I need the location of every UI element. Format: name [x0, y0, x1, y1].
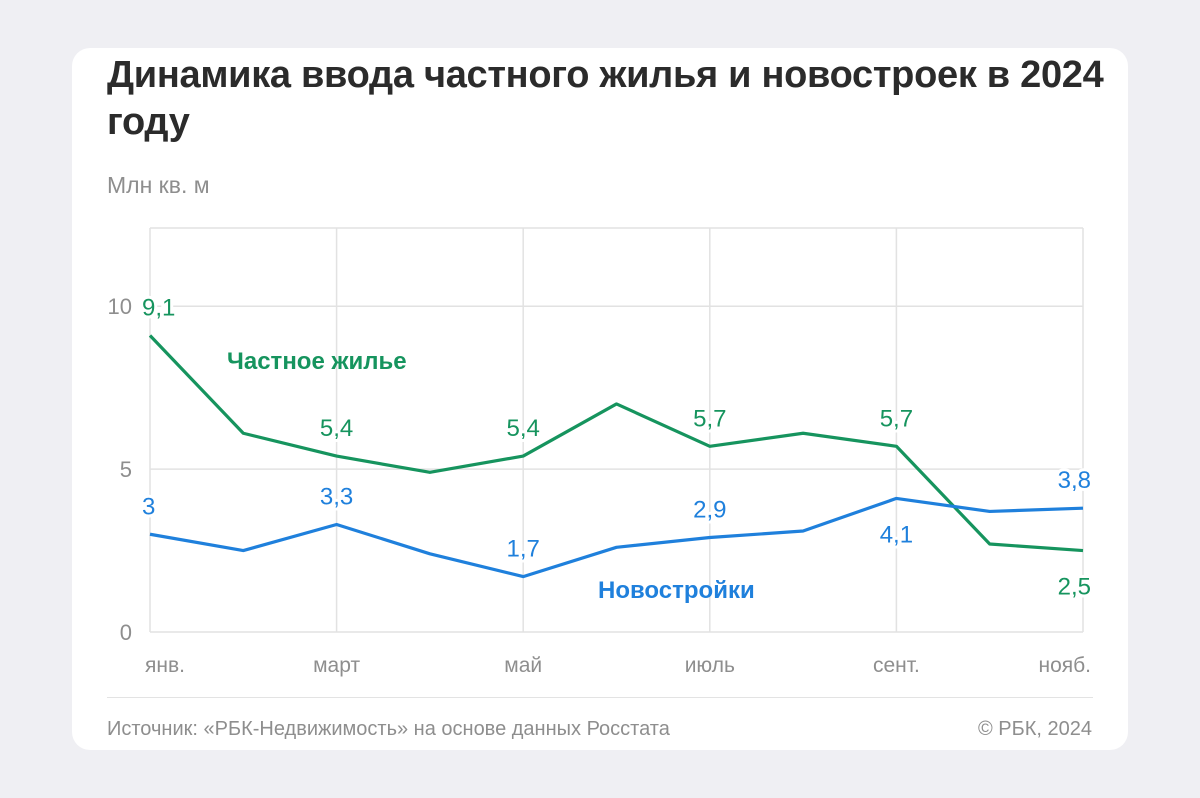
data-label: 3,3	[320, 483, 353, 510]
data-label: 5,7	[880, 405, 913, 432]
x-tick-label: янв.	[145, 654, 185, 677]
x-tick-label: июль	[685, 654, 735, 677]
data-label: 3,8	[1058, 467, 1091, 494]
data-label: 5,7	[693, 405, 726, 432]
x-tick-label: март	[313, 654, 360, 677]
series-label-private-housing: Частное жилье	[227, 348, 407, 375]
data-label: 2,5	[1058, 574, 1091, 601]
copyright: © РБК, 2024	[977, 718, 1092, 740]
series-label-new-buildings: Новостройки	[598, 577, 755, 604]
data-label: 1,7	[507, 536, 540, 563]
data-label: 3	[142, 493, 155, 520]
data-label: 5,4	[320, 415, 353, 442]
series-line-1	[149, 496, 1084, 579]
y-axis-unit: Млн кв. м	[107, 172, 210, 198]
x-tick-label: нояб.	[1038, 654, 1091, 677]
y-tick-label: 5	[120, 457, 132, 482]
data-label: 4,1	[880, 521, 913, 548]
data-label: 5,4	[507, 415, 540, 442]
footer-divider	[107, 697, 1093, 698]
chart-card	[72, 48, 1128, 750]
source-note: Источник: «РБК-Недвижимость» на основе д…	[107, 718, 670, 740]
x-tick-label: май	[504, 654, 542, 677]
y-tick-label: 0	[120, 620, 132, 645]
x-tick-label: сент.	[873, 654, 920, 677]
y-tick-label: 10	[108, 294, 132, 319]
data-label: 9,1	[142, 295, 175, 322]
data-label: 2,9	[693, 497, 726, 524]
chart-title: Динамика ввода частного жилья и новостро…	[107, 54, 1104, 143]
